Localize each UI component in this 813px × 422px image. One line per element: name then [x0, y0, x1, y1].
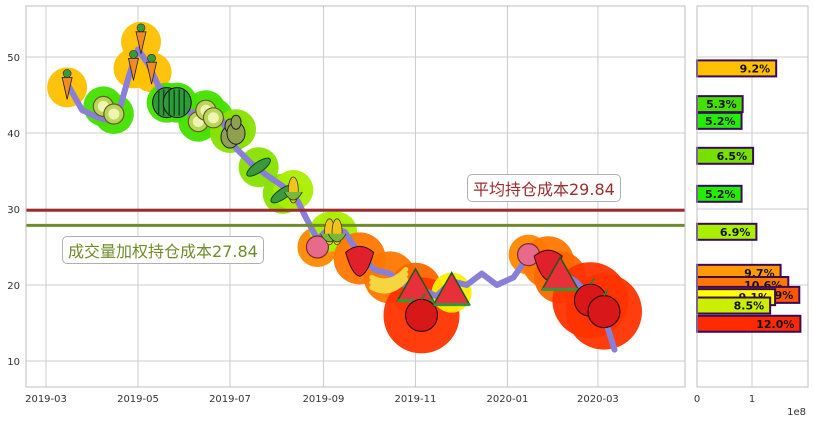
- side-x-tick-0: 0: [694, 394, 700, 405]
- side-x-scale-label: 1e8: [787, 407, 806, 418]
- bar-percent-label: 12.0%: [756, 318, 794, 331]
- bar-percent-label: 5.2%: [705, 188, 736, 201]
- avg-cost-annotation: 平均持仓成本29.84: [467, 174, 621, 202]
- side-bars: 9.2%5.3%5.2%6.5%5.2%6.9%9.7%10.6%11.9%9.…: [696, 59, 802, 333]
- cost-lines: [26, 208, 685, 227]
- side-x-tick-1: 1: [749, 394, 755, 405]
- corn-icon: [327, 218, 347, 246]
- bar-percent-label: 6.5%: [717, 150, 748, 163]
- y-axis-ticks: 10 20 30 40 50: [7, 53, 20, 368]
- y-tick-label: 20: [7, 281, 20, 292]
- strawberry-icon: [345, 245, 375, 277]
- volume-bar: 6.9%: [696, 222, 758, 241]
- watermelon-icon: [162, 87, 192, 119]
- carrot-icon: [135, 23, 147, 54]
- kiwi-icon: [103, 103, 125, 125]
- kiwi-icon: [202, 107, 224, 129]
- corn-icon: [283, 176, 303, 204]
- y-tick-label: 50: [7, 53, 20, 64]
- volume-bar: 6.5%: [696, 146, 755, 165]
- x-tick-label: 2020-03: [577, 394, 619, 405]
- y-tick-label: 30: [7, 205, 20, 216]
- price-line: [64, 46, 618, 353]
- volume-bar: 8.5%: [696, 296, 772, 315]
- apple-icon: [404, 292, 439, 332]
- carrot-icon: [61, 69, 73, 100]
- bar-percent-label: 8.5%: [734, 300, 765, 313]
- bar-percent-label: 6.9%: [720, 226, 751, 239]
- banana-icon: [369, 266, 409, 294]
- carrot-icon: [146, 53, 158, 85]
- volume-bar: 5.2%: [696, 184, 743, 203]
- volume-bar: 5.2%: [696, 111, 743, 130]
- x-tick-label: 2019-11: [395, 394, 437, 405]
- watermelon-slice-icon: [432, 271, 471, 307]
- main-plot-frame: [25, 5, 686, 388]
- x-axis-ticks: 2019-03 2019-05 2019-07 2019-09 2019-11 2020-…: [25, 394, 619, 405]
- x-tick-label: 2019-09: [303, 394, 345, 405]
- x-tick-label: 2019-07: [209, 394, 251, 405]
- watermelon-slice-icon: [540, 255, 580, 291]
- volume-bar: 5.3%: [696, 95, 744, 114]
- bar-percent-label: 5.3%: [706, 98, 737, 111]
- pear-icon: [226, 114, 246, 145]
- x-tick-label: 2020-01: [487, 394, 529, 405]
- carrot-icon: [127, 50, 139, 81]
- bar-percent-label: 5.2%: [705, 115, 736, 128]
- volume-bar: 9.2%: [696, 59, 778, 78]
- fruit-markers: [61, 23, 621, 332]
- y-tick-label: 10: [7, 357, 20, 368]
- side-plot-frame: [696, 5, 809, 388]
- x-tick-label: 2019-05: [117, 394, 159, 405]
- apple-icon: [587, 289, 621, 329]
- peas-icon: [246, 157, 271, 177]
- vwap-cost-annotation: 成交量加权持仓成本27.84: [62, 236, 264, 264]
- radish-icon: [305, 235, 330, 259]
- bar-percent-label: 9.2%: [740, 62, 771, 75]
- x-tick-label: 2019-03: [25, 394, 67, 405]
- y-tick-label: 40: [7, 129, 20, 140]
- volume-bar: 12.0%: [696, 314, 802, 333]
